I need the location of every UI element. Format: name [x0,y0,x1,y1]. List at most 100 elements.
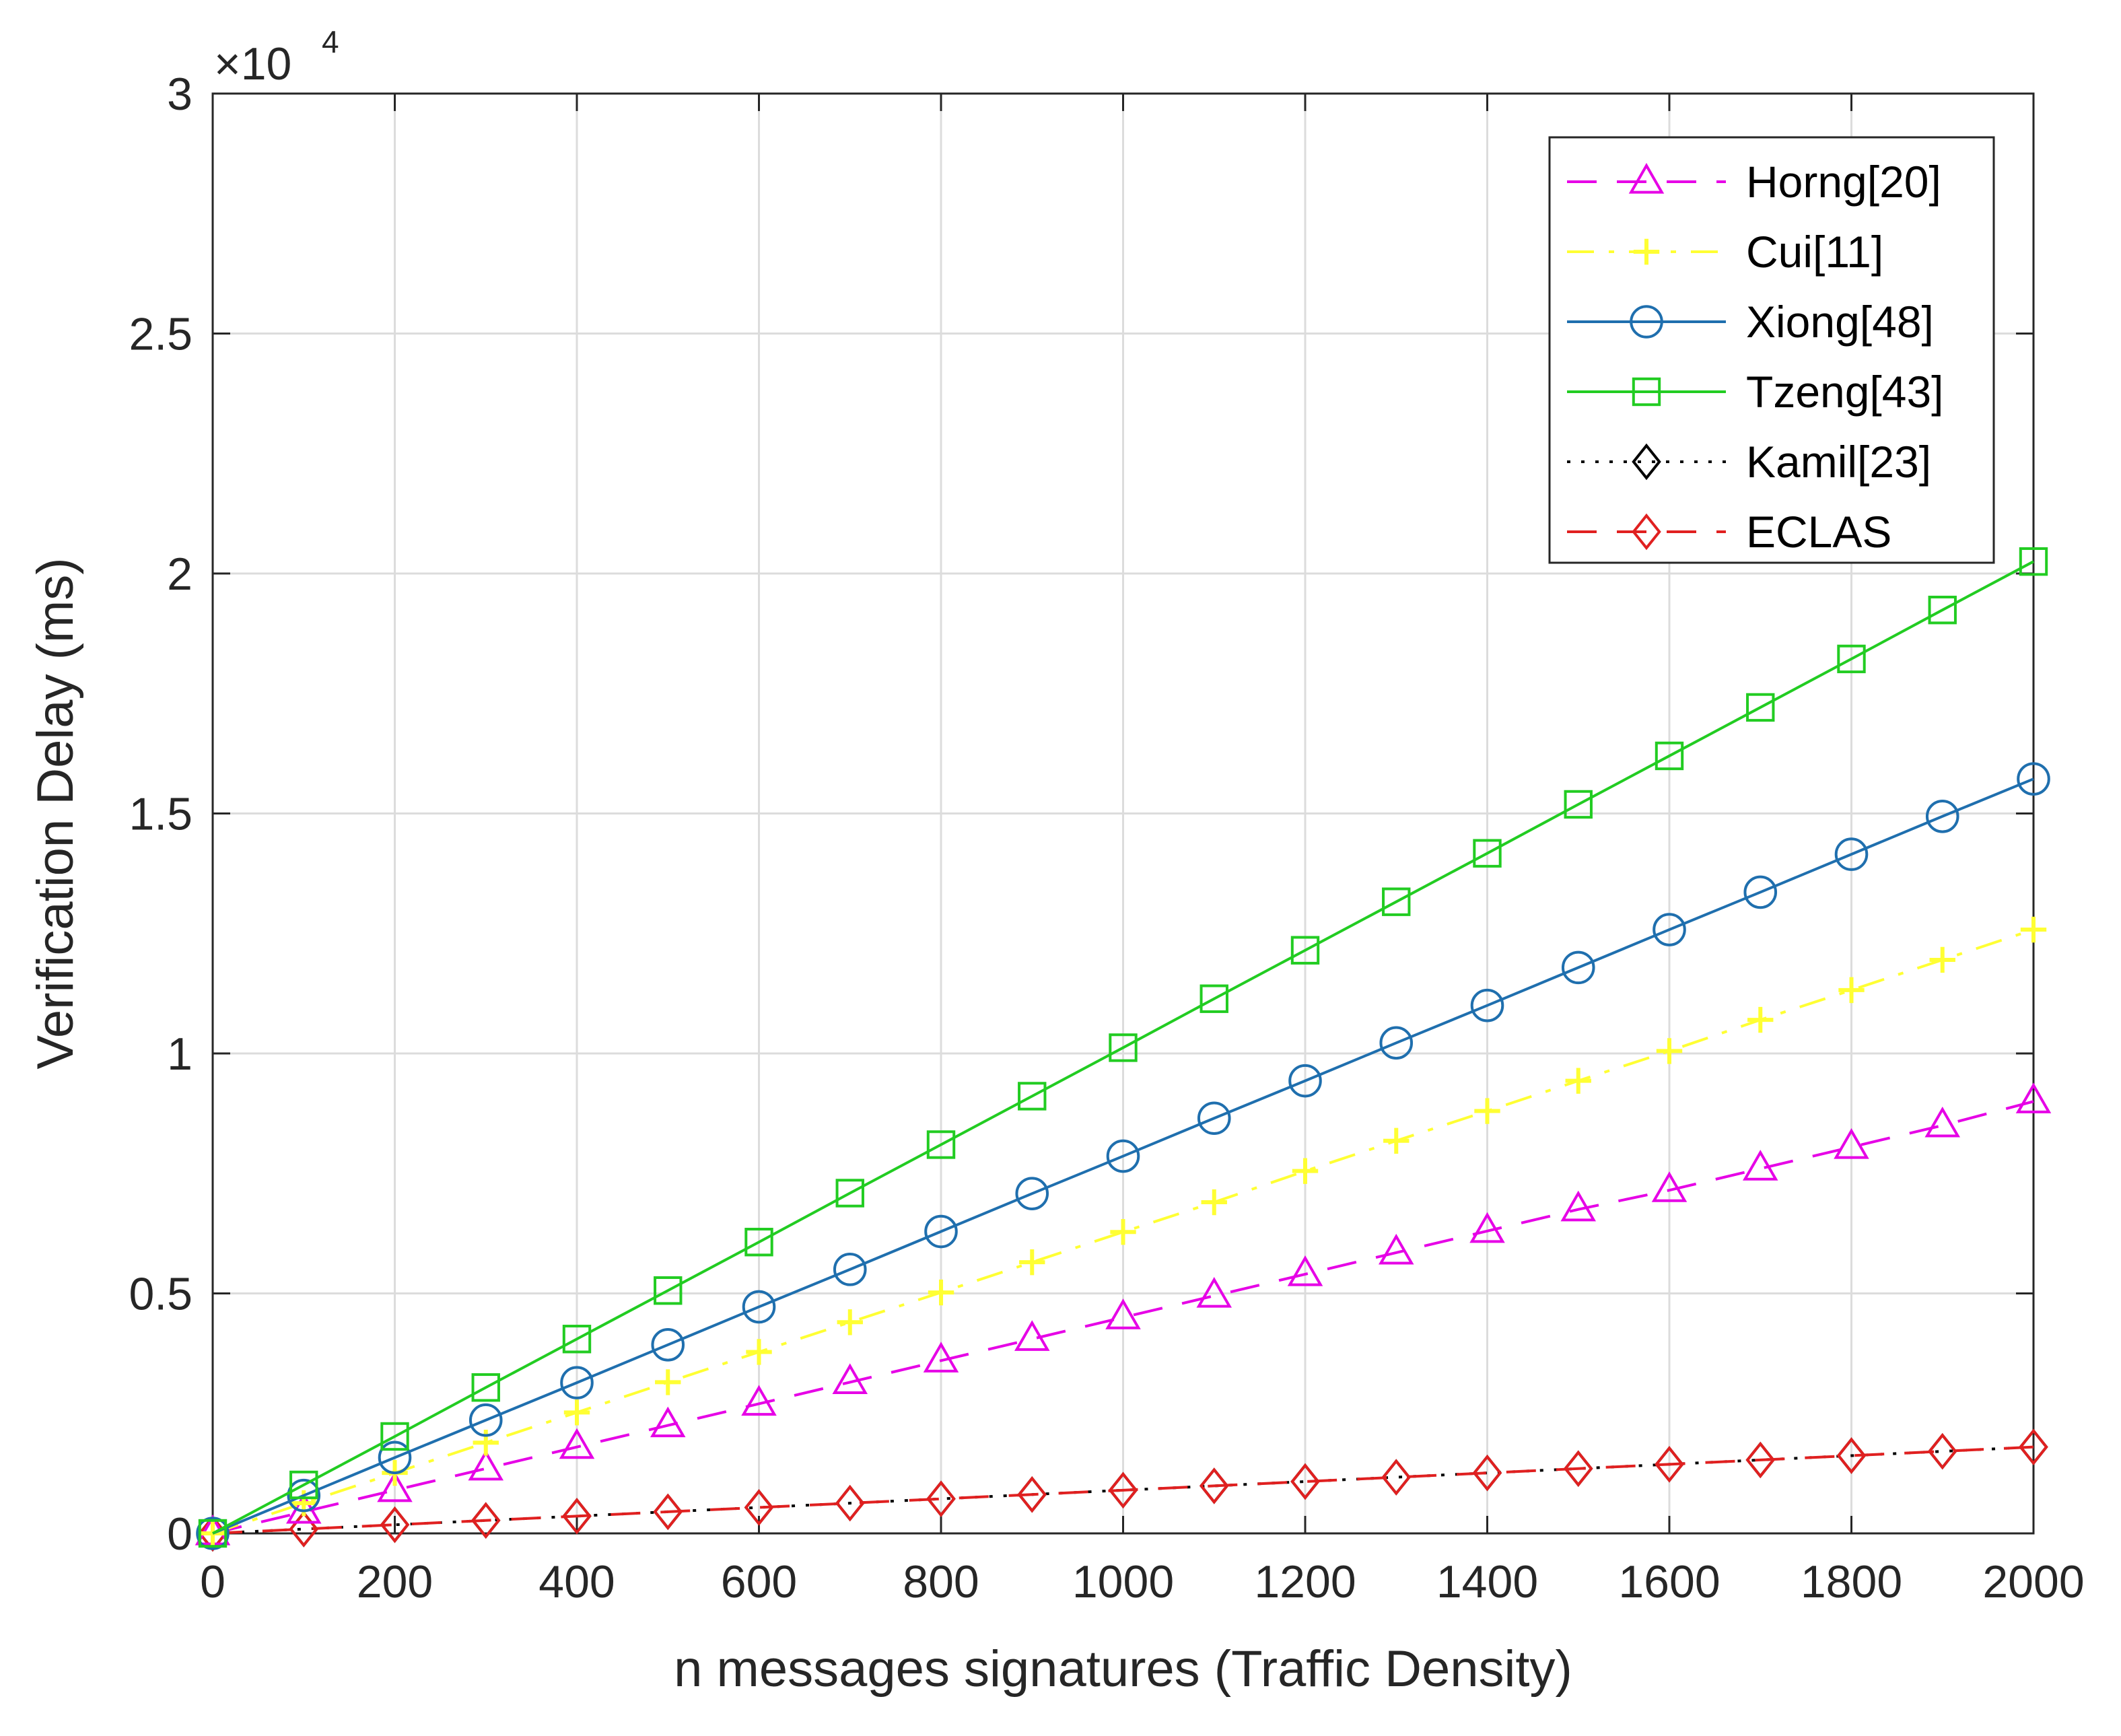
legend-box [1548,136,1995,564]
marker-plus [2020,916,2047,943]
marker-plus [1656,1038,1683,1064]
marker-triangle [1014,1320,1050,1351]
series-line [212,1445,2034,1535]
x-tick-label: 600 [721,1556,797,1607]
marker-plus [746,1339,772,1365]
marker-diamond [744,1489,774,1526]
series-horng-20 [195,1082,2052,1546]
marker-diamond [471,1502,501,1539]
legend-entry: Tzeng[43] [1567,367,1944,417]
marker-square [654,1276,683,1305]
y-exponent-power: 4 [322,24,339,59]
marker-plus [1019,1249,1045,1276]
marker-plus [473,1430,499,1456]
marker-diamond [835,1484,865,1522]
marker-diamond [1745,1441,1776,1479]
marker-square [744,1228,773,1257]
marker-square [1382,887,1411,916]
marker-plus [1633,238,1660,265]
legend-label: Xiong[48] [1746,297,1934,347]
marker-circle [1106,1139,1140,1173]
y-tick-label: 0.5 [129,1269,193,1320]
marker-square [562,1325,592,1354]
marker-diamond [1472,1454,1502,1492]
marker-square [1473,839,1502,868]
marker-diamond [653,1493,683,1531]
marker-plus [1383,1127,1410,1154]
series-eclas [198,1428,2048,1552]
marker-diamond [1927,1432,1957,1470]
marker-diamond [2019,1428,2048,1465]
marker-triangle [1628,162,1665,194]
legend-entry: Xiong[48] [1567,297,1934,347]
marker-square [926,1130,956,1159]
series-line [212,928,2034,1535]
marker-circle [1561,950,1595,985]
marker-square [1655,741,1684,771]
marker-plus [928,1279,954,1306]
y-axis-exponent: ×10 4 [214,24,339,90]
axis-ticks: 0 200 400 600 800 1000 1200 1400 1600 1800 2000 0 0.… [129,69,2084,1607]
marker-circle [1197,1101,1231,1136]
marker-triangle [1924,1106,1961,1138]
x-tick-label: 0 [200,1556,225,1607]
series-xiong-48 [196,762,2050,1550]
marker-diamond [1655,1446,1684,1483]
marker-diamond [380,1506,410,1543]
x-tick-label: 1600 [1618,1556,1720,1607]
marker-triangle [559,1428,595,1459]
marker-plus [1565,1068,1591,1094]
x-tick-label: 200 [357,1556,433,1607]
marker-diamond [1017,1476,1047,1513]
marker-circle [560,1366,594,1399]
x-tick-label: 800 [903,1556,979,1607]
y-exponent-base: ×10 [214,38,291,90]
y-tick-label: 2.5 [129,309,193,360]
marker-diamond [1836,1437,1867,1474]
marker-triangle [1196,1277,1232,1308]
marker-circle [1653,913,1686,946]
x-tick-label: 1200 [1254,1556,1356,1607]
marker-circle [742,1290,776,1324]
marker-diamond [1199,1467,1229,1504]
legend-label: ECLAS [1746,507,1891,557]
legend-label: Cui[11] [1746,227,1883,277]
series-line [212,777,2034,1535]
marker-circle [378,1440,412,1475]
marker-plus [655,1369,681,1395]
y-tick-label: 1 [167,1029,193,1080]
marker-plus [1474,1098,1500,1124]
marker-circle [1470,988,1504,1022]
marker-square [1632,377,1661,407]
marker-circle [833,1253,867,1286]
marker-square [471,1373,500,1402]
x-tick-label: 2000 [1982,1556,2084,1607]
marker-square [1199,984,1228,1013]
marker-square [835,1179,864,1208]
marker-diamond [1381,1459,1412,1496]
marker-diamond [562,1498,592,1535]
marker-triangle [468,1449,504,1481]
marker-triangle [1651,1171,1688,1202]
marker-triangle [1560,1190,1597,1222]
marker-diamond [289,1511,319,1548]
marker-triangle [1105,1298,1141,1329]
marker-plus [1292,1158,1319,1184]
marker-diamond [1563,1450,1593,1487]
marker-triangle [377,1471,413,1502]
marker-circle [924,1214,958,1249]
marker-circle [1630,305,1663,339]
marker-circle [468,1403,503,1437]
legend-label: Tzeng[43] [1746,367,1944,417]
marker-diamond [926,1480,956,1517]
legend-label: Horng[20] [1746,157,1941,207]
y-axis-title: Verification Delay (ms) [27,557,84,1069]
marker-plus [563,1399,590,1426]
marker-circle [287,1478,321,1513]
marker-square [1928,595,1957,625]
y-tick-label: 1.5 [129,789,193,840]
series-lines [195,547,2052,1552]
marker-square [2019,547,2048,576]
